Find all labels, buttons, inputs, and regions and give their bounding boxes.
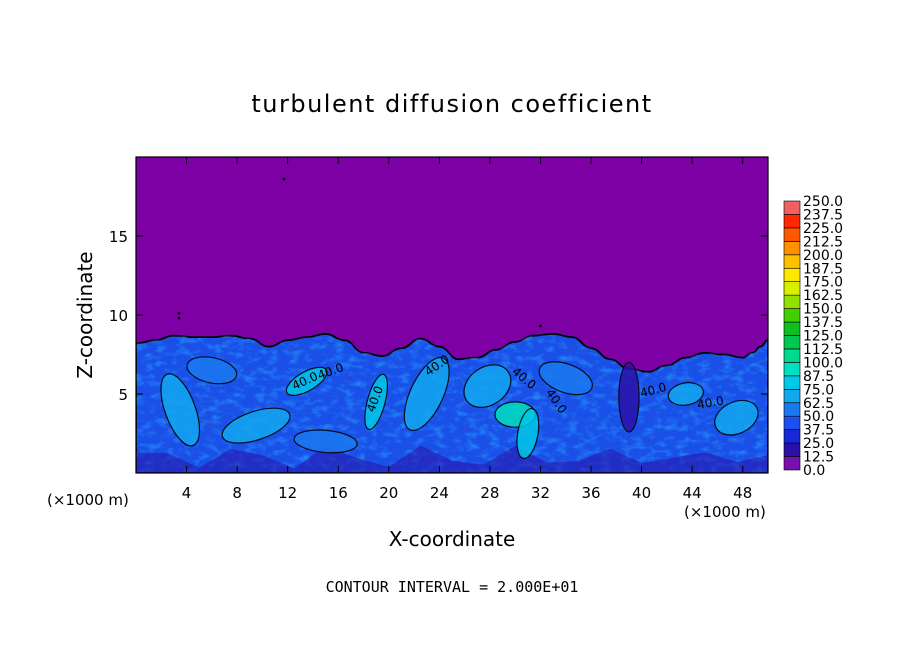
colorbar-swatch bbox=[783, 429, 801, 444]
colorbar-swatch bbox=[783, 214, 801, 229]
colorbar-swatch bbox=[783, 402, 801, 417]
colorbar-label: 162.5 bbox=[803, 288, 843, 304]
isolated-specks bbox=[177, 177, 542, 328]
y-tick-label: 5 bbox=[118, 386, 128, 404]
eddy-region bbox=[293, 429, 358, 454]
colorbar-swatch bbox=[783, 254, 801, 269]
colorbar-label: 87.5 bbox=[803, 369, 834, 385]
colorbar-label: 175.0 bbox=[803, 275, 843, 291]
colorbar-swatch bbox=[783, 281, 801, 296]
colorbar-swatch bbox=[783, 348, 801, 363]
contour-label: 40.0 bbox=[638, 380, 667, 400]
colorbar-label: 250.0 bbox=[803, 194, 843, 210]
speck bbox=[177, 312, 181, 315]
colorbar-swatch bbox=[783, 335, 801, 350]
eddy-region bbox=[364, 373, 389, 431]
contour-interval-footer: CONTOUR INTERVAL = 2.000E+01 bbox=[326, 578, 579, 596]
y-axis-label: Z-coordinate bbox=[73, 251, 97, 378]
colorbar-swatch bbox=[783, 442, 801, 457]
eddy-region bbox=[463, 364, 512, 408]
x-tick-label: 40 bbox=[632, 484, 651, 502]
x-tick-label: 32 bbox=[531, 484, 550, 502]
x-tick-label: 8 bbox=[232, 484, 242, 502]
colorbar-swatch bbox=[783, 294, 801, 309]
eddy-region bbox=[186, 356, 238, 385]
x-tick-label: 4 bbox=[182, 484, 192, 502]
colorbar-label: 100.0 bbox=[803, 355, 843, 371]
colorbar-label: 212.5 bbox=[803, 234, 843, 250]
high-value-eddies bbox=[160, 356, 759, 460]
colorbar-label: 62.5 bbox=[803, 396, 834, 412]
chart-title: turbulent diffusion coefficient bbox=[251, 90, 652, 118]
colorbar-swatch bbox=[783, 200, 801, 215]
colorbar-swatch bbox=[783, 267, 801, 282]
colorbar-label: 200.0 bbox=[803, 248, 843, 264]
plot-area: 40.040.040.040.0 40.040.0 40.040.0 bbox=[136, 157, 768, 473]
speck bbox=[539, 324, 542, 328]
colorbar-swatch bbox=[783, 388, 801, 404]
eddy-region bbox=[160, 373, 201, 447]
colorbar-label: 137.5 bbox=[803, 315, 843, 331]
eddy-region bbox=[618, 361, 640, 433]
colorbar-label: 50.0 bbox=[803, 409, 834, 425]
colorbar-label: 12.5 bbox=[803, 450, 834, 466]
eddy-region bbox=[285, 366, 328, 396]
colorbar-swatch bbox=[783, 415, 801, 430]
eddy-region bbox=[714, 399, 759, 436]
colorbar-swatch bbox=[783, 227, 801, 242]
colorbar-label: 125.0 bbox=[803, 329, 843, 345]
x-axis: 4 8 12 16 20 24 28 32 36 40 44 48 bbox=[182, 157, 752, 502]
eddy-region bbox=[516, 407, 540, 460]
colorbar-swatch bbox=[783, 456, 801, 471]
eddy-region bbox=[403, 356, 450, 432]
colorbar-swatch bbox=[783, 308, 801, 323]
colorbar-label: 37.5 bbox=[803, 423, 834, 439]
colorbar-swatch bbox=[783, 375, 801, 390]
colorbar-label: 150.0 bbox=[803, 302, 843, 318]
colorbar-swatch bbox=[783, 362, 801, 377]
x-axis-label: X-coordinate bbox=[389, 527, 516, 551]
y-tick-label: 15 bbox=[109, 228, 128, 246]
x-tick-label: 44 bbox=[683, 484, 702, 502]
y-axis: 5 10 15 bbox=[109, 228, 768, 404]
colorbar-swatch bbox=[783, 241, 801, 256]
eddy-region bbox=[221, 407, 291, 444]
colorbar-label: 187.5 bbox=[803, 261, 843, 277]
colorbar-label: 112.5 bbox=[803, 342, 843, 358]
x-tick-label: 16 bbox=[329, 484, 348, 502]
contour-label: 40.0 bbox=[696, 393, 725, 411]
colorbar-swatch bbox=[783, 321, 801, 336]
speck bbox=[177, 316, 181, 320]
colorbar-label: 237.5 bbox=[803, 207, 843, 223]
x-tick-label: 20 bbox=[379, 484, 398, 502]
x-tick-label: 28 bbox=[480, 484, 499, 502]
speck bbox=[282, 177, 286, 181]
colorbar: 0.012.525.037.550.062.575.087.5100.0112.… bbox=[783, 194, 843, 479]
x-unit-right: (×1000 m) bbox=[684, 503, 766, 521]
low-value-band bbox=[136, 445, 768, 473]
x-tick-label: 24 bbox=[430, 484, 449, 502]
colorbar-label: 25.0 bbox=[803, 436, 834, 452]
colorbar-label: 75.0 bbox=[803, 382, 834, 398]
y-tick-label: 10 bbox=[109, 307, 128, 325]
x-tick-label: 12 bbox=[278, 484, 297, 502]
x-tick-label: 36 bbox=[581, 484, 600, 502]
eddy-region bbox=[667, 382, 704, 406]
colorbar-label: 0.0 bbox=[803, 463, 825, 479]
x-unit-left: (×1000 m) bbox=[47, 491, 129, 509]
eddy-region bbox=[538, 361, 593, 396]
x-tick-label: 48 bbox=[733, 484, 752, 502]
colorbar-label: 225.0 bbox=[803, 221, 843, 237]
